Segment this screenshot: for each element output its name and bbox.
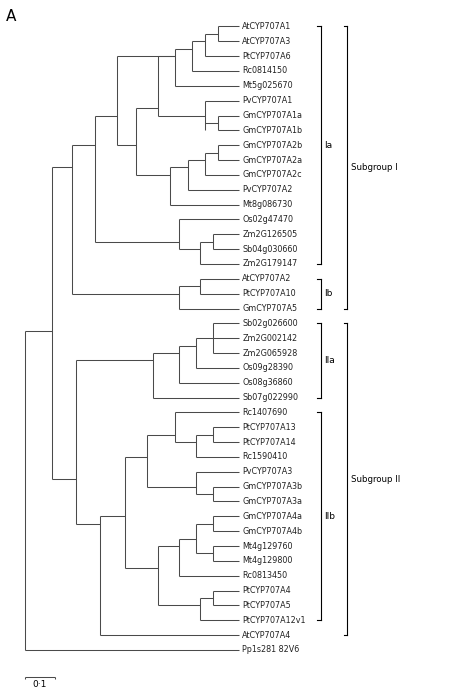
Text: GmCYP707A2a: GmCYP707A2a <box>242 156 302 165</box>
Text: PvCYP707A3: PvCYP707A3 <box>242 467 292 476</box>
Text: Sb04g030660: Sb04g030660 <box>242 245 298 254</box>
Text: PtCYP707A10: PtCYP707A10 <box>242 289 296 298</box>
Text: Subgroup II: Subgroup II <box>351 475 400 484</box>
Text: A: A <box>6 8 17 24</box>
Text: IIb: IIb <box>324 512 335 521</box>
Text: PtCYP707A5: PtCYP707A5 <box>242 601 291 610</box>
Text: PtCYP707A6: PtCYP707A6 <box>242 51 291 60</box>
Text: PvCYP707A1: PvCYP707A1 <box>242 96 292 105</box>
Text: Mt4g129760: Mt4g129760 <box>242 541 293 550</box>
Text: Ib: Ib <box>324 289 332 298</box>
Text: PtCYP707A12v1: PtCYP707A12v1 <box>242 616 306 625</box>
Text: Os08g36860: Os08g36860 <box>242 378 293 387</box>
Text: GmCYP707A4b: GmCYP707A4b <box>242 527 302 536</box>
Text: Ia: Ia <box>324 140 332 149</box>
Text: Zm2G126505: Zm2G126505 <box>242 230 298 239</box>
Text: Pp1s281 82V6: Pp1s281 82V6 <box>242 646 300 655</box>
Text: Rc0813450: Rc0813450 <box>242 571 287 580</box>
Text: PtCYP707A13: PtCYP707A13 <box>242 423 296 432</box>
Text: GmCYP707A1a: GmCYP707A1a <box>242 111 302 120</box>
Text: AtCYP707A1: AtCYP707A1 <box>242 22 292 31</box>
Text: PtCYP707A14: PtCYP707A14 <box>242 438 296 447</box>
Text: GmCYP707A2c: GmCYP707A2c <box>242 170 302 179</box>
Text: AtCYP707A3: AtCYP707A3 <box>242 37 292 46</box>
Text: AtCYP707A2: AtCYP707A2 <box>242 275 292 284</box>
Text: IIa: IIa <box>324 356 335 365</box>
Text: Rc1590410: Rc1590410 <box>242 452 288 461</box>
Text: Sb07g022990: Sb07g022990 <box>242 393 298 402</box>
Text: Mt4g129800: Mt4g129800 <box>242 557 292 565</box>
Text: PvCYP707A2: PvCYP707A2 <box>242 186 292 194</box>
Text: GmCYP707A3b: GmCYP707A3b <box>242 482 302 491</box>
Text: Mt8g086730: Mt8g086730 <box>242 200 292 209</box>
Text: Zm2G002142: Zm2G002142 <box>242 334 298 343</box>
Text: AtCYP707A4: AtCYP707A4 <box>242 630 292 639</box>
Text: GmCYP707A4a: GmCYP707A4a <box>242 512 302 521</box>
Text: Subgroup I: Subgroup I <box>351 163 397 172</box>
Text: GmCYP707A3a: GmCYP707A3a <box>242 497 302 506</box>
Text: PtCYP707A4: PtCYP707A4 <box>242 586 291 595</box>
Text: Rc0814150: Rc0814150 <box>242 67 287 76</box>
Text: GmCYP707A1b: GmCYP707A1b <box>242 126 302 135</box>
Text: Sb02g026600: Sb02g026600 <box>242 319 298 328</box>
Text: 0·1: 0·1 <box>33 680 47 689</box>
Text: Zm2G179147: Zm2G179147 <box>242 259 298 268</box>
Text: Mt5g025670: Mt5g025670 <box>242 81 293 90</box>
Text: Os09g28390: Os09g28390 <box>242 363 293 373</box>
Text: Os02g47470: Os02g47470 <box>242 215 293 224</box>
Text: Rc1407690: Rc1407690 <box>242 408 288 417</box>
Text: GmCYP707A2b: GmCYP707A2b <box>242 140 302 149</box>
Text: Zm2G065928: Zm2G065928 <box>242 348 298 357</box>
Text: GmCYP707A5: GmCYP707A5 <box>242 304 298 313</box>
